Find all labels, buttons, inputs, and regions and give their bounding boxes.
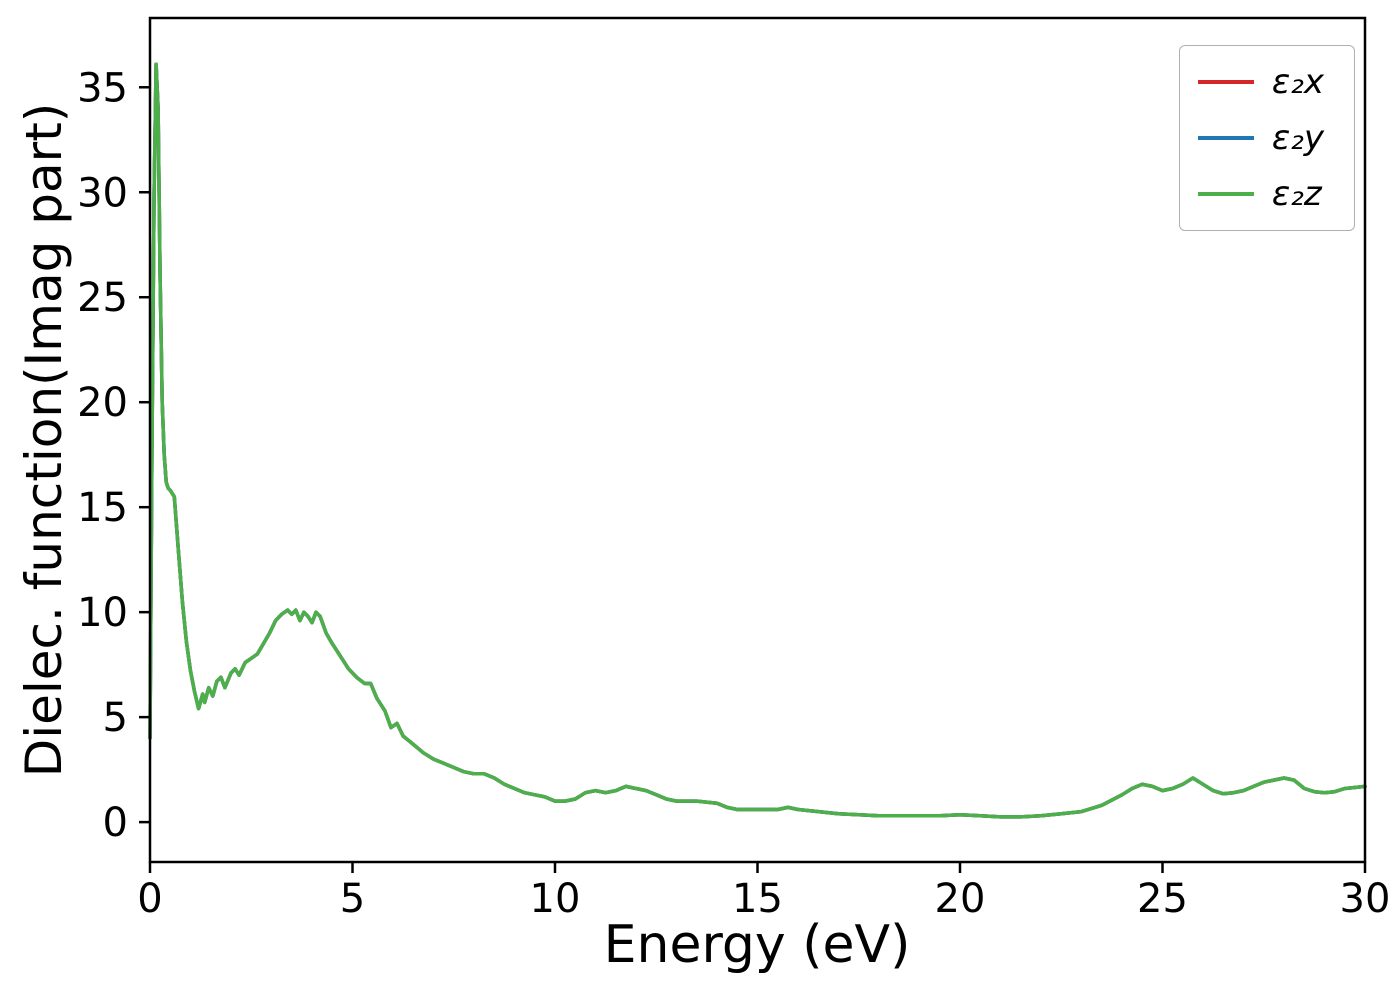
legend-label: ε₂x	[1271, 62, 1324, 102]
x-tick-label: 0	[137, 876, 162, 922]
legend-line-swatch	[1197, 80, 1254, 84]
legend-line-swatch	[1197, 192, 1254, 196]
legend-label: ε₂z	[1271, 174, 1322, 214]
y-tick-label: 35	[77, 65, 128, 111]
y-tick-label: 10	[77, 590, 128, 636]
x-tick-label: 25	[1137, 876, 1188, 922]
x-tick-label: 30	[1340, 876, 1391, 922]
axes-background	[150, 18, 1365, 862]
y-tick-label: 15	[77, 485, 128, 531]
x-tick-label: 15	[732, 876, 783, 922]
y-tick-label: 25	[77, 275, 128, 321]
x-tick-label: 10	[530, 876, 581, 922]
y-axis-label: Dielec. function(Imag part)	[15, 102, 73, 778]
legend-item-z: ε₂z	[1197, 174, 1324, 214]
legend-line-swatch	[1197, 136, 1254, 140]
legend-item-y: ε₂y	[1197, 118, 1324, 158]
x-tick-label: 5	[340, 876, 365, 922]
series-line-z	[148, 62, 1367, 819]
legend-box: ε₂x ε₂y ε₂z	[1178, 45, 1355, 231]
legend-item-x: ε₂x	[1197, 62, 1324, 102]
y-tick-label: 0	[103, 800, 128, 846]
y-tick-label: 5	[103, 695, 128, 741]
legend-label: ε₂y	[1271, 118, 1324, 158]
y-tick-label: 20	[77, 380, 128, 426]
y-tick-label: 30	[77, 170, 128, 216]
x-tick-label: 20	[935, 876, 986, 922]
x-axis-label: Energy (eV)	[603, 915, 911, 975]
